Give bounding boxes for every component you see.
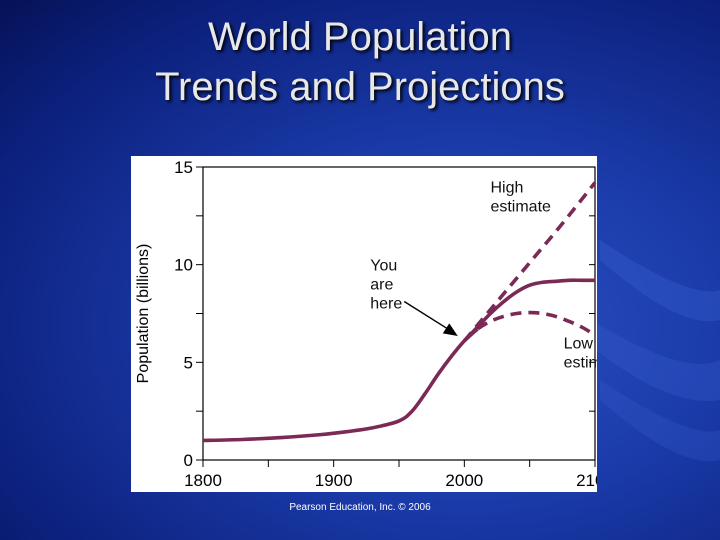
y-tick-label: 10 bbox=[174, 256, 193, 275]
annotation-arrow-shaft bbox=[403, 300, 449, 330]
annotation-text: estimate bbox=[490, 198, 551, 215]
y-axis-label: Population (billions) bbox=[135, 244, 152, 384]
slide-title: World Population Trends and Projections bbox=[0, 12, 720, 112]
y-tick-label: 0 bbox=[184, 451, 193, 470]
y-tick-label: 15 bbox=[174, 158, 193, 177]
annotation-text: You bbox=[370, 258, 397, 275]
annotation-text: High bbox=[490, 179, 523, 196]
x-tick-label: 1900 bbox=[315, 471, 353, 490]
y-tick-label: 5 bbox=[184, 353, 193, 372]
historical-series-line bbox=[202, 327, 479, 443]
most-likely-series-line bbox=[463, 278, 595, 343]
annotation-text: here bbox=[370, 296, 402, 313]
low-estimate-series-line bbox=[463, 310, 596, 343]
x-tick-label: 1800 bbox=[184, 471, 222, 490]
population-chart: 0 5 10 15 1800 1900 2000 2100 Population (billio… bbox=[131, 156, 597, 492]
annotation-arrow-head bbox=[442, 323, 458, 336]
annotation-text: estimate bbox=[564, 355, 597, 372]
high-estimate-series-line bbox=[462, 181, 597, 343]
x-tick-label: 2000 bbox=[445, 471, 483, 490]
credit-text: Pearson Education, Inc. © 2006 bbox=[289, 502, 431, 513]
title-line-2: Trends and Projections bbox=[155, 65, 565, 109]
annotation-text: are bbox=[370, 277, 393, 294]
x-tick-label: 2100 bbox=[576, 471, 597, 490]
annotation-text: Low bbox=[564, 336, 594, 353]
title-line-1: World Population bbox=[208, 15, 512, 59]
chart-svg: 0 5 10 15 1800 1900 2000 2100 Population (billio… bbox=[135, 158, 597, 490]
